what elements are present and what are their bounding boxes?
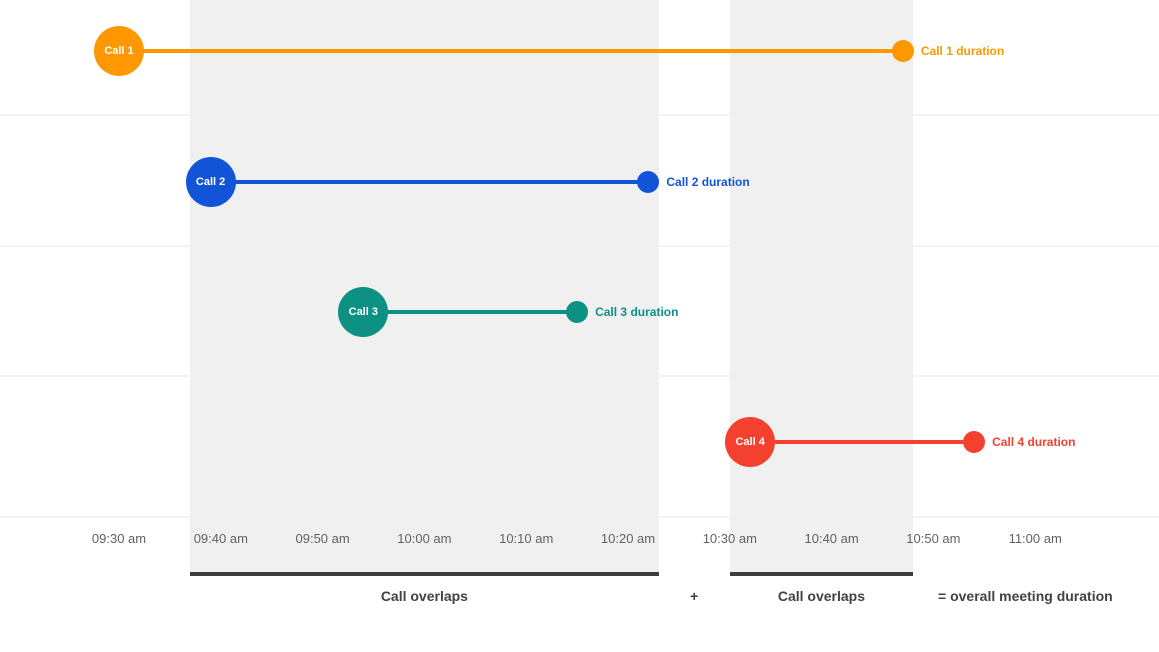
caption-call-overlaps-left: Call overlaps — [380, 588, 468, 604]
call-line — [119, 49, 903, 53]
overlap-band — [190, 0, 659, 572]
axis-tick-label: 10:00 am — [397, 531, 452, 546]
call-start-marker: Call 1 — [94, 26, 144, 76]
call-duration-label: Call 2 duration — [666, 175, 750, 189]
call-end-marker — [637, 171, 660, 193]
call-end-marker — [566, 301, 589, 323]
caption-call-overlaps-right: Call overlaps — [777, 588, 865, 604]
axis-tick-label: 10:20 am — [600, 531, 656, 546]
axis-tick-label: 09:30 am — [91, 531, 147, 546]
axis-tick-label: 10:10 am — [499, 531, 554, 546]
overlap-band-underline — [190, 572, 659, 576]
call-end-marker — [963, 431, 986, 453]
call-line — [750, 440, 975, 444]
call-line — [363, 310, 578, 314]
axis-tick-label: 10:50 am — [906, 531, 961, 546]
call-duration-label: Call 4 duration — [992, 435, 1076, 449]
axis-tick-label: 11:00 am — [1008, 531, 1062, 546]
call-end-marker — [891, 40, 914, 62]
call-duration-label: Call 1 duration — [920, 44, 1005, 58]
axis-tick-label: 09:40 am — [193, 531, 248, 546]
call-line — [210, 180, 649, 184]
overlap-band-underline — [729, 572, 914, 576]
axis-tick-label: 09:50 am — [295, 531, 350, 546]
overlap-band — [729, 0, 914, 572]
call-start-marker: Call 2 — [185, 157, 236, 207]
axis-tick-label: 10:30 am — [702, 531, 757, 546]
caption-plus: + — [690, 588, 699, 604]
axis-tick-label: 10:40 am — [804, 531, 859, 546]
call-duration-label: Call 3 duration — [595, 305, 679, 319]
call-start-marker: Call 3 — [338, 287, 389, 337]
call-start-marker: Call 4 — [725, 417, 776, 467]
caption-overall-meeting-duration: = overall meeting duration — [938, 588, 1113, 604]
